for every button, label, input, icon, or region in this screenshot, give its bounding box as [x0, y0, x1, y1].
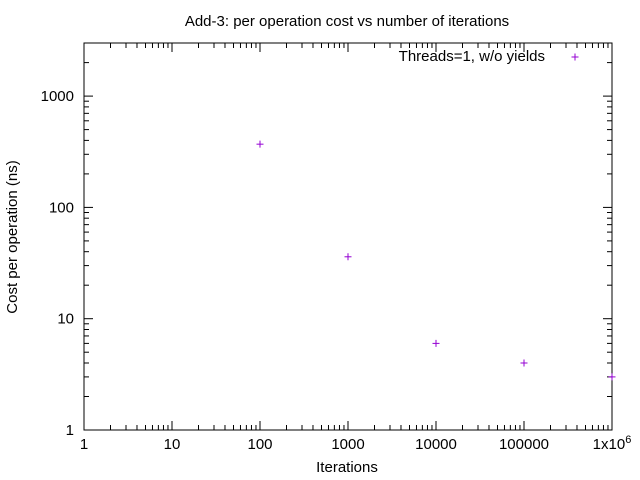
x-tick-label-text: 1: [80, 436, 88, 453]
y-tick-label: 1000: [41, 88, 74, 105]
x-tick-label-text: 1x10: [593, 436, 626, 453]
x-tick-label-text: 10000: [415, 436, 457, 453]
y-axis-label: Cost per operation (ns): [4, 160, 21, 313]
x-tick-label: 100000: [499, 436, 549, 453]
legend-marker: [571, 53, 579, 61]
x-tick-label-text: 1000: [331, 436, 364, 453]
x-tick-label: 1: [80, 436, 88, 453]
y-tick-label: 100: [49, 199, 74, 216]
x-tick-label-text: 100000: [499, 436, 549, 453]
y-tick-label: 1: [66, 422, 74, 439]
data-point: [256, 140, 264, 148]
x-tick-label-exponent: 6: [625, 434, 631, 446]
y-tick-label: 10: [57, 311, 74, 328]
x-axis-label: Iterations: [316, 459, 378, 476]
x-tick-label-text: 100: [247, 436, 272, 453]
x-tick-label: 1x106: [593, 434, 632, 453]
axes: 1 10 100 1000 10000 100000 1x106 1 10 100 1000: [41, 42, 632, 453]
x-tick-label-text: 10: [164, 436, 181, 453]
x-tick-label: 1000: [331, 436, 364, 453]
x-tick-label: 100: [247, 436, 272, 453]
data-point: [432, 339, 440, 347]
chart-title: Add-3: per operation cost vs number of i…: [185, 13, 509, 30]
x-tick-label: 10: [164, 436, 181, 453]
legend-label: Threads=1, w/o yields: [399, 48, 545, 65]
data-point: [344, 253, 352, 261]
legend: Threads=1, w/o yields: [399, 48, 579, 65]
data-point: [608, 373, 616, 381]
data-point: [520, 359, 528, 367]
data-marks: [256, 140, 616, 381]
x-tick-label: 10000: [415, 436, 457, 453]
